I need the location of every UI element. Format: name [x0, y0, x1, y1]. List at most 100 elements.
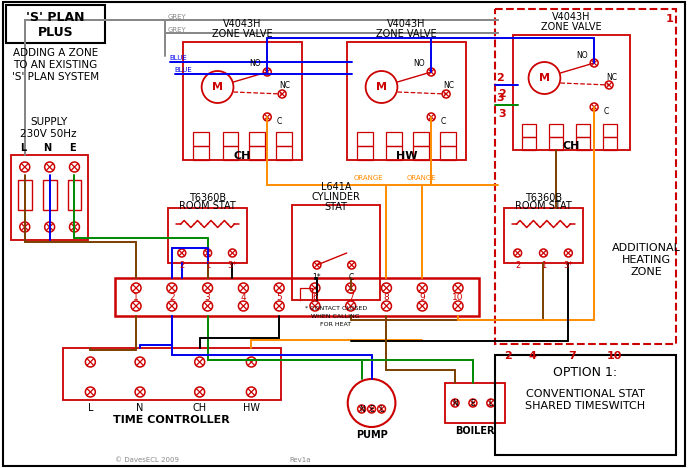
Text: 4: 4	[241, 292, 246, 301]
Bar	[495, 9, 676, 344]
Text: M: M	[539, 73, 550, 83]
Text: ROOM STAT: ROOM STAT	[515, 201, 572, 211]
Text: V4043H: V4043H	[387, 19, 426, 29]
Text: C: C	[440, 117, 446, 126]
Text: 2: 2	[515, 261, 520, 270]
Text: CH: CH	[562, 141, 580, 151]
Text: 2: 2	[496, 73, 504, 83]
Text: 3: 3	[205, 292, 210, 301]
Text: STAT: STAT	[324, 202, 347, 212]
Text: NC: NC	[279, 81, 290, 90]
Bar	[292, 205, 380, 300]
Text: BLUE: BLUE	[175, 67, 193, 73]
Text: 2: 2	[179, 261, 184, 270]
Text: L: L	[489, 398, 493, 408]
Text: TIME CONTROLLER: TIME CONTROLLER	[113, 415, 230, 425]
Text: © DavesECL 2009: © DavesECL 2009	[115, 457, 179, 463]
Bar	[249, 146, 265, 160]
Text: 'S' PLAN
PLUS: 'S' PLAN PLUS	[26, 11, 85, 39]
Text: NC: NC	[607, 73, 618, 81]
Text: 7: 7	[348, 292, 353, 301]
Text: NO: NO	[413, 59, 425, 68]
Text: HW: HW	[395, 151, 417, 161]
Bar	[222, 132, 239, 146]
Text: 1: 1	[541, 261, 546, 270]
Text: ROOM STAT: ROOM STAT	[179, 201, 236, 211]
Bar	[549, 124, 563, 137]
Bar	[168, 208, 248, 263]
Text: C: C	[604, 108, 609, 117]
Bar	[522, 137, 535, 150]
Bar	[603, 137, 617, 150]
Text: 2: 2	[498, 89, 506, 99]
Text: HW: HW	[243, 403, 260, 413]
Text: ZONE VALVE: ZONE VALVE	[541, 22, 602, 32]
Text: BLUE: BLUE	[170, 55, 188, 61]
Bar	[193, 146, 208, 160]
Text: 3*: 3*	[564, 261, 573, 270]
Text: PUMP: PUMP	[356, 430, 388, 440]
Bar	[549, 137, 563, 150]
Bar	[6, 5, 106, 43]
Text: 2: 2	[169, 292, 175, 301]
Text: ADDITIONAL
HEATING
ZONE: ADDITIONAL HEATING ZONE	[613, 243, 681, 277]
Text: 4: 4	[529, 351, 537, 361]
Bar	[63, 348, 281, 400]
Text: L: L	[380, 404, 384, 414]
Bar	[522, 124, 535, 137]
Bar	[357, 146, 373, 160]
Text: T6360B: T6360B	[189, 193, 226, 203]
Text: 8: 8	[384, 292, 389, 301]
Text: L: L	[88, 403, 93, 413]
Bar	[68, 180, 81, 210]
Text: 10: 10	[452, 292, 464, 301]
Bar	[276, 132, 292, 146]
Text: CH: CH	[193, 403, 207, 413]
Text: 3*: 3*	[228, 261, 237, 270]
Text: C: C	[349, 272, 355, 281]
Text: 7: 7	[569, 351, 576, 361]
Text: OPTION 1:: OPTION 1:	[553, 366, 618, 380]
Bar	[603, 124, 617, 137]
Text: CH: CH	[234, 151, 251, 161]
Bar	[576, 137, 590, 150]
Text: ADDING A ZONE
TO AN EXISTING
'S' PLAN SYSTEM: ADDING A ZONE TO AN EXISTING 'S' PLAN SY…	[12, 48, 99, 81]
Bar	[413, 132, 429, 146]
Bar	[386, 146, 402, 160]
Text: BOILER: BOILER	[455, 426, 495, 436]
Text: N: N	[43, 143, 52, 153]
Text: L: L	[20, 143, 26, 153]
Text: GREY: GREY	[168, 14, 186, 20]
Bar	[183, 42, 302, 160]
Text: NC: NC	[444, 81, 455, 90]
Text: M: M	[376, 82, 387, 92]
Bar	[357, 132, 373, 146]
Text: CYLINDER: CYLINDER	[311, 192, 360, 202]
Text: 2: 2	[504, 351, 511, 361]
Bar	[440, 132, 456, 146]
Text: 1: 1	[205, 261, 210, 270]
Bar	[440, 146, 456, 160]
Bar	[445, 383, 504, 423]
Text: E: E	[69, 143, 76, 153]
Text: V4043H: V4043H	[223, 19, 262, 29]
Text: C: C	[277, 117, 282, 126]
Text: E: E	[369, 404, 374, 414]
Bar	[18, 180, 32, 210]
Text: 3: 3	[496, 93, 504, 103]
Text: Rev1a: Rev1a	[289, 457, 311, 463]
Text: 5: 5	[276, 292, 282, 301]
Text: M: M	[212, 82, 223, 92]
Text: 6: 6	[312, 292, 318, 301]
Bar	[115, 278, 479, 316]
Text: 1: 1	[666, 14, 673, 24]
Bar	[222, 146, 239, 160]
Text: N: N	[137, 403, 144, 413]
Text: 3: 3	[498, 109, 506, 119]
Text: ORANGE: ORANGE	[354, 175, 384, 181]
Text: 10: 10	[607, 351, 622, 361]
Bar	[386, 132, 402, 146]
Text: L641A: L641A	[321, 182, 351, 192]
Text: T6360B: T6360B	[525, 193, 562, 203]
Bar	[193, 132, 208, 146]
